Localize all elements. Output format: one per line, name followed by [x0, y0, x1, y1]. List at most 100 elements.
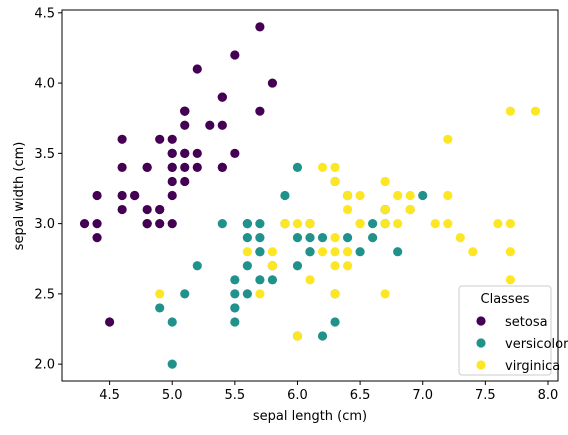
- data-point: [167, 176, 177, 187]
- data-point: [217, 162, 227, 172]
- data-point: [292, 261, 303, 271]
- data-point: [267, 261, 278, 271]
- data-point: [505, 275, 515, 285]
- data-point: [230, 289, 240, 299]
- data-point: [117, 134, 127, 144]
- data-point: [242, 219, 252, 229]
- data-point: [342, 204, 353, 215]
- data-point: [355, 190, 365, 201]
- data-point: [142, 162, 152, 172]
- data-point: [180, 162, 190, 172]
- data-point: [255, 247, 265, 257]
- data-point: [530, 106, 541, 116]
- data-point: [167, 219, 177, 229]
- data-point: [430, 219, 440, 229]
- data-point: [355, 247, 365, 257]
- data-point: [117, 204, 127, 215]
- y-tick-label: 4.0: [34, 77, 55, 92]
- points-layer: [79, 22, 541, 369]
- series-setosa: [79, 22, 278, 327]
- data-point: [443, 190, 453, 201]
- data-point: [418, 190, 428, 201]
- data-point: [405, 190, 415, 201]
- data-point: [242, 247, 252, 257]
- data-point: [267, 275, 278, 285]
- data-point: [280, 190, 290, 201]
- data-point: [180, 148, 190, 158]
- data-point: [317, 331, 328, 341]
- x-tick-label: 6.0: [287, 388, 308, 403]
- data-point: [155, 303, 165, 313]
- data-point: [167, 190, 177, 201]
- data-point: [167, 162, 177, 172]
- data-point: [368, 219, 378, 229]
- data-point: [330, 176, 340, 187]
- data-point: [380, 219, 390, 229]
- plot-frame: [61, 9, 559, 382]
- data-point: [230, 148, 240, 158]
- data-point: [493, 219, 503, 229]
- legend-items: setosa versicolor virginica: [476, 315, 568, 374]
- data-point: [230, 50, 240, 60]
- y-tick-label: 2.5: [34, 287, 55, 302]
- x-tick-label: 5.0: [162, 388, 183, 403]
- data-point: [130, 190, 140, 201]
- data-point: [92, 190, 102, 201]
- data-point: [405, 204, 415, 215]
- data-point: [242, 261, 252, 271]
- x-tick-label: 7.5: [475, 388, 496, 403]
- data-point: [230, 275, 240, 285]
- data-point: [468, 247, 478, 257]
- data-point: [380, 176, 390, 187]
- data-point: [330, 289, 340, 299]
- data-point: [317, 162, 328, 172]
- data-point: [267, 247, 278, 257]
- series-virginica: [155, 106, 541, 341]
- x-tick-label: 7.0: [412, 388, 433, 403]
- data-point: [330, 233, 340, 243]
- data-point: [255, 289, 265, 299]
- data-point: [380, 289, 390, 299]
- data-point: [217, 219, 227, 229]
- data-point: [205, 120, 215, 130]
- data-point: [505, 219, 515, 229]
- legend-marker-versicolor: [476, 338, 486, 348]
- data-point: [105, 317, 115, 327]
- data-point: [280, 219, 290, 229]
- legend-marker-virginica: [476, 360, 486, 370]
- data-point: [167, 317, 177, 327]
- data-point: [355, 219, 365, 229]
- y-axis-label: sepal width (cm): [12, 142, 27, 251]
- data-point: [167, 134, 177, 144]
- data-point: [155, 289, 165, 299]
- data-point: [142, 219, 152, 229]
- legend-label-setosa: setosa: [505, 315, 548, 330]
- data-point: [342, 261, 353, 271]
- data-point: [255, 233, 265, 243]
- data-point: [255, 275, 265, 285]
- data-point: [317, 233, 328, 243]
- data-point: [292, 233, 303, 243]
- y-tick-label: 2.0: [34, 358, 55, 373]
- data-point: [505, 247, 515, 257]
- data-point: [393, 190, 403, 201]
- data-point: [305, 275, 315, 285]
- data-point: [342, 233, 353, 243]
- legend-box: [458, 285, 552, 376]
- data-point: [230, 317, 240, 327]
- y-axis: 2.0 2.5 3.0 3.5 4.0 4.5: [34, 6, 62, 373]
- data-point: [180, 120, 190, 130]
- data-point: [192, 261, 202, 271]
- data-point: [305, 219, 315, 229]
- data-point: [92, 233, 102, 243]
- data-point: [79, 219, 90, 229]
- data-point: [167, 148, 177, 158]
- legend-title: Classes: [481, 292, 530, 307]
- data-point: [505, 106, 515, 116]
- y-tick-label: 4.5: [34, 6, 55, 21]
- data-point: [443, 134, 453, 144]
- data-point: [180, 106, 190, 116]
- data-point: [167, 359, 177, 369]
- data-point: [155, 134, 165, 144]
